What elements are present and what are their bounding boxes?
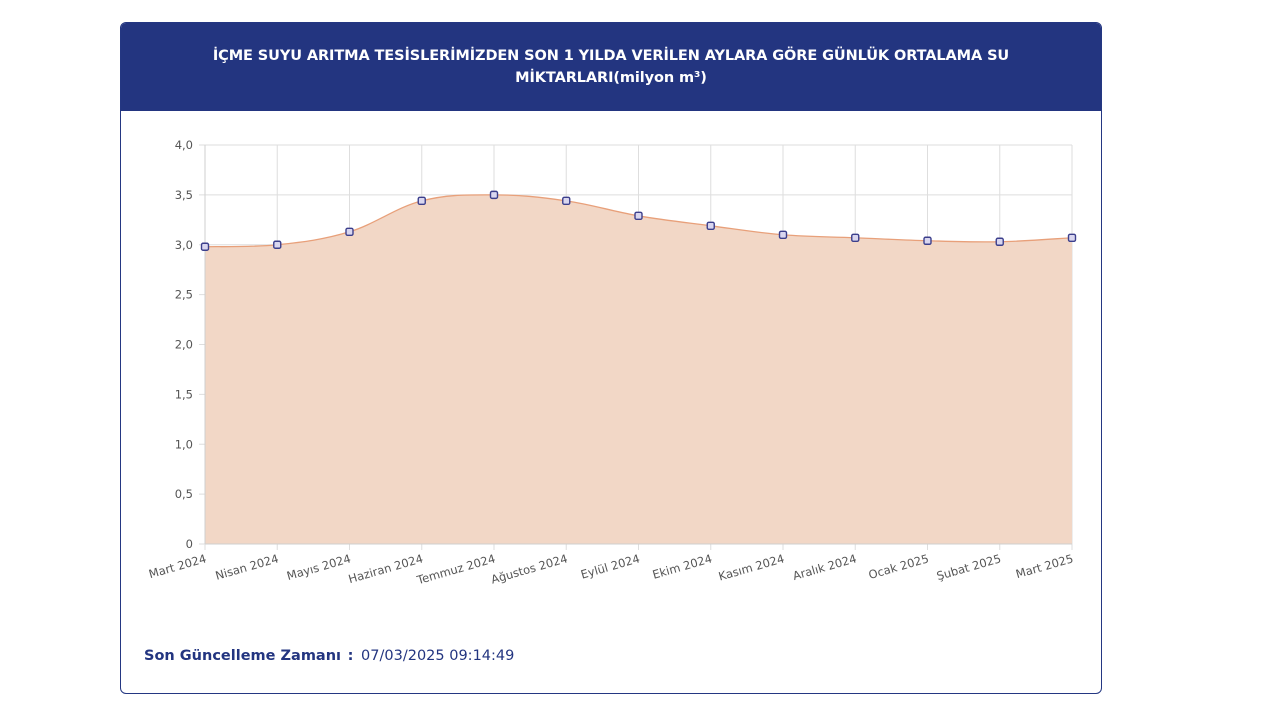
data-point-3[interactable] xyxy=(345,227,354,236)
y-tick-label: 1,0 xyxy=(175,437,193,451)
y-tick-label: 2,5 xyxy=(175,288,193,302)
data-point-12[interactable] xyxy=(995,237,1004,246)
x-tick-label: Ocak 2025 xyxy=(867,551,930,582)
x-tick-label: Haziran 2024 xyxy=(347,551,425,586)
x-tick-label: Mart 2024 xyxy=(147,551,208,581)
x-tick-label: Kasım 2024 xyxy=(717,551,786,583)
y-tick-label: 3,0 xyxy=(175,238,193,252)
area-chart[interactable]: 0 0,5 1,0 1,5 2,0 2,5 3,0 3,5 4,0 Mart 2024 Nisan … xyxy=(121,23,1102,694)
data-point-2[interactable] xyxy=(273,240,282,249)
y-tick-label: 2,0 xyxy=(175,338,193,352)
chart-title: İÇME SUYU ARITMA TESİSLERİMİZDEN SON 1 Y… xyxy=(212,48,1010,86)
data-point-1[interactable] xyxy=(200,242,210,251)
data-point-9[interactable] xyxy=(778,230,788,239)
chart-card: İÇME SUYU ARITMA TESİSLERİMİZDEN SON 1 Y… xyxy=(120,22,1102,694)
chart-area: 0 0,5 1,0 1,5 2,0 2,5 3,0 3,5 4,0 Mart 2024 Nisan … xyxy=(121,23,1102,694)
x-tick-label: Şubat 2025 xyxy=(935,551,1003,583)
data-point-7[interactable] xyxy=(634,211,643,221)
y-tick-label: 1,5 xyxy=(175,387,193,401)
data-point-4[interactable] xyxy=(417,196,426,206)
data-point-10[interactable] xyxy=(851,233,860,242)
data-point-11[interactable] xyxy=(923,236,932,245)
last-update: Son Güncelleme Zamanı : 07/03/2025 09:14… xyxy=(144,648,514,664)
y-tick-label: 0,5 xyxy=(175,487,193,501)
data-point-5[interactable] xyxy=(489,190,499,200)
data-point-6[interactable] xyxy=(562,196,571,206)
x-tick-label: Ekim 2024 xyxy=(651,551,714,581)
x-tick-label: Mart 2025 xyxy=(1014,551,1075,581)
card-header: İÇME SUYU ARITMA TESİSLERİMİZDEN SON 1 Y… xyxy=(121,23,1101,111)
x-tick-label: Temmuz 2024 xyxy=(414,551,497,587)
y-tick-label: 3,5 xyxy=(175,188,193,202)
x-tick-label: Mayıs 2024 xyxy=(285,551,352,583)
last-update-label: Son Güncelleme Zamanı xyxy=(144,648,342,664)
y-tick-label: 4,0 xyxy=(175,138,193,152)
last-update-value: 07/03/2025 09:14:49 xyxy=(361,648,515,664)
x-tick-label: Aralık 2024 xyxy=(791,551,858,583)
last-update-separator: : xyxy=(347,648,354,664)
area-fill xyxy=(205,194,1072,544)
data-point-13[interactable] xyxy=(1067,233,1077,242)
data-point-8[interactable] xyxy=(706,221,715,230)
x-tick-label: Nisan 2024 xyxy=(214,551,280,582)
x-tick-label: Ağustos 2024 xyxy=(489,551,569,586)
y-tick-label: 0 xyxy=(186,537,193,551)
x-tick-label: Eylül 2024 xyxy=(579,551,641,581)
